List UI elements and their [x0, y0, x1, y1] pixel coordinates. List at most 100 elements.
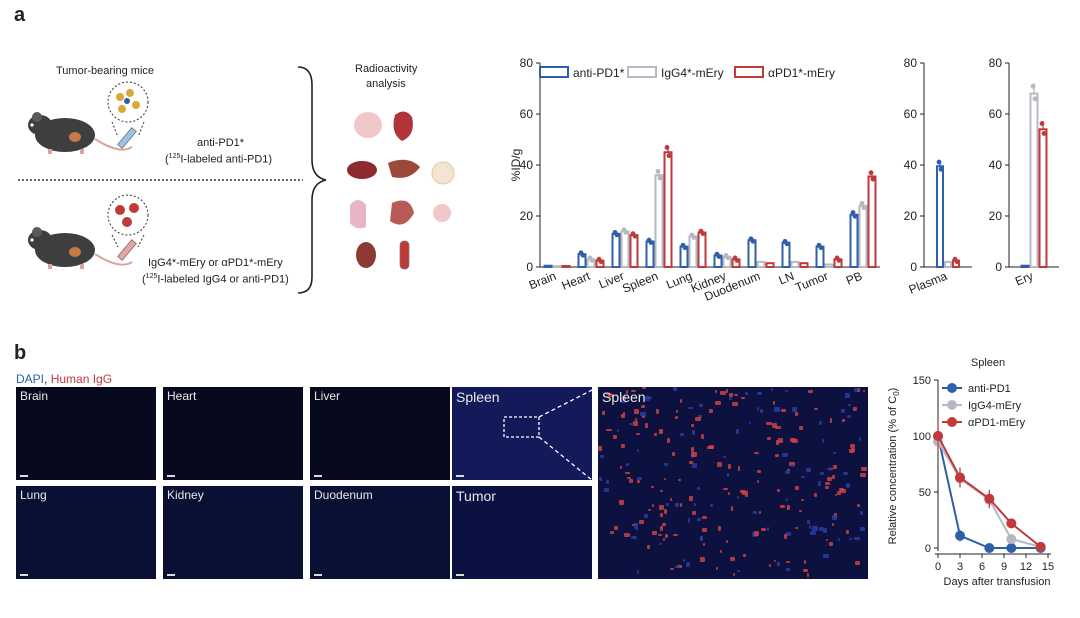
legend-marker — [947, 400, 957, 410]
mice-title: Tumor-bearing mice — [56, 65, 155, 77]
x-tick-label-lung: Lung — [664, 269, 694, 292]
tumor-icon — [431, 161, 455, 185]
x-tick-label-pb: PB — [844, 269, 864, 288]
bar-brain-2 — [561, 264, 571, 268]
bar-ery-0 — [1020, 264, 1030, 269]
scale-bar — [314, 574, 322, 576]
data-point — [648, 240, 654, 245]
bar-duodenum-1 — [756, 260, 766, 268]
bar-ery-1 — [1029, 92, 1039, 268]
brace-icon — [297, 66, 327, 294]
legend-label: αPD1-mEry — [968, 417, 1026, 429]
legend-label: IgG4*-mEry — [661, 66, 724, 80]
bar-ln-1 — [790, 260, 800, 268]
micrograph-label: Duodenum — [314, 488, 373, 502]
legend-marker — [947, 383, 957, 393]
scale-bar — [20, 475, 28, 477]
scale-bar — [167, 475, 175, 477]
scale-bar — [20, 574, 28, 576]
y-tick-label: 80 — [520, 56, 534, 70]
x-axis-label: Days after transfusion — [944, 576, 1051, 588]
data-point — [1041, 131, 1047, 136]
y-tick-label: 0 — [995, 260, 1002, 274]
micrograph-label: Brain — [20, 389, 49, 403]
data-point — [852, 213, 858, 219]
data-point — [725, 255, 731, 261]
x-tick-label: 0 — [935, 561, 941, 573]
data-point — [1035, 541, 1046, 552]
mouse-icon — [28, 227, 133, 269]
igg-label: Human IgG — [47, 372, 113, 386]
y-axis-label: %ID/g — [509, 149, 523, 182]
x-tick-label: 6 — [979, 561, 985, 573]
scale-bar — [456, 574, 464, 576]
data-point — [666, 153, 672, 159]
x-tick-label-ln: LN — [777, 269, 796, 288]
data-point — [589, 257, 595, 263]
spleen-zoom-image: Spleen — [598, 387, 868, 579]
zoom-connector-lines — [503, 386, 599, 486]
bar-lung-2 — [697, 231, 707, 268]
data-point — [750, 238, 756, 244]
schematic-illustration: Tumor-bearing mice Radioactivity analysi… — [0, 55, 500, 300]
bar-pb-0 — [849, 213, 859, 269]
data-point — [984, 493, 995, 504]
schematic-graphics — [18, 66, 455, 294]
micrograph-label: Liver — [314, 389, 341, 403]
group2-label: IgG4*-mEry or αPD1*-mEry — [148, 257, 283, 269]
x-tick-label-spleen: Spleen — [620, 269, 660, 296]
line-chart-title: Spleen — [971, 357, 1005, 369]
data-point — [868, 170, 874, 176]
analysis-title-line2: analysis — [366, 78, 406, 90]
zoom-label: Spleen — [602, 389, 646, 405]
micrograph-heart: Heart — [163, 387, 303, 480]
legend-label: IgG4-mEry — [968, 400, 1022, 412]
data-point — [938, 166, 944, 172]
data-point — [700, 231, 706, 237]
data-point — [1006, 518, 1017, 529]
bar-duodenum-0 — [747, 239, 757, 269]
stomach-icon — [390, 200, 414, 225]
micrograph-label: Heart — [167, 389, 197, 403]
data-point — [682, 245, 688, 251]
brain-icon — [354, 112, 382, 138]
syringe-icon — [107, 194, 149, 261]
legend-swatch — [627, 66, 657, 78]
ery-bar-chart: 0 20 40 60 80 Ery — [989, 56, 1059, 289]
micrograph-label: Spleen — [456, 389, 500, 405]
x-tick-label: 3 — [957, 561, 963, 573]
bar-plasma-0 — [936, 165, 944, 268]
data-point — [955, 472, 965, 483]
y-tick-label: 0 — [910, 260, 917, 274]
micrograph-label: Tumor — [456, 488, 496, 504]
y-axis-label: Relative concentration (% of C0) — [887, 388, 901, 545]
data-point — [664, 145, 670, 150]
y-tick-label: 0 — [925, 543, 931, 555]
y-tick-label: 40 — [904, 158, 918, 172]
y-tick-label: 150 — [913, 375, 931, 387]
group1-sublabel: (125I-labeled anti-PD1) — [165, 153, 273, 166]
micrograph-kidney: Kidney — [163, 486, 303, 579]
data-point — [784, 241, 790, 247]
organ-icons — [347, 111, 455, 270]
lung-icon — [350, 200, 366, 229]
bar-spleen-0 — [645, 240, 655, 268]
data-point — [936, 159, 942, 165]
analysis-title-line1: Radioactivity — [355, 63, 418, 75]
micrograph-brain: Brain — [16, 387, 156, 480]
micrograph-label: Kidney — [167, 488, 204, 502]
legend-label: αPD1*-mEry — [768, 66, 835, 80]
bar-tumor-1 — [824, 263, 834, 268]
data-point — [1030, 83, 1036, 89]
legend-swatch — [539, 66, 569, 78]
bar-pb-1 — [858, 204, 868, 269]
bar-lung-1 — [688, 235, 698, 268]
y-tick-label: 80 — [989, 56, 1003, 70]
x-tick-label: 15 — [1042, 561, 1054, 573]
x-tick-label-ery: Ery — [1013, 269, 1035, 289]
legend-label: anti-PD1 — [968, 383, 1011, 395]
panel-b-letter: b — [14, 342, 27, 364]
data-point — [614, 232, 620, 238]
data-point — [734, 257, 740, 263]
